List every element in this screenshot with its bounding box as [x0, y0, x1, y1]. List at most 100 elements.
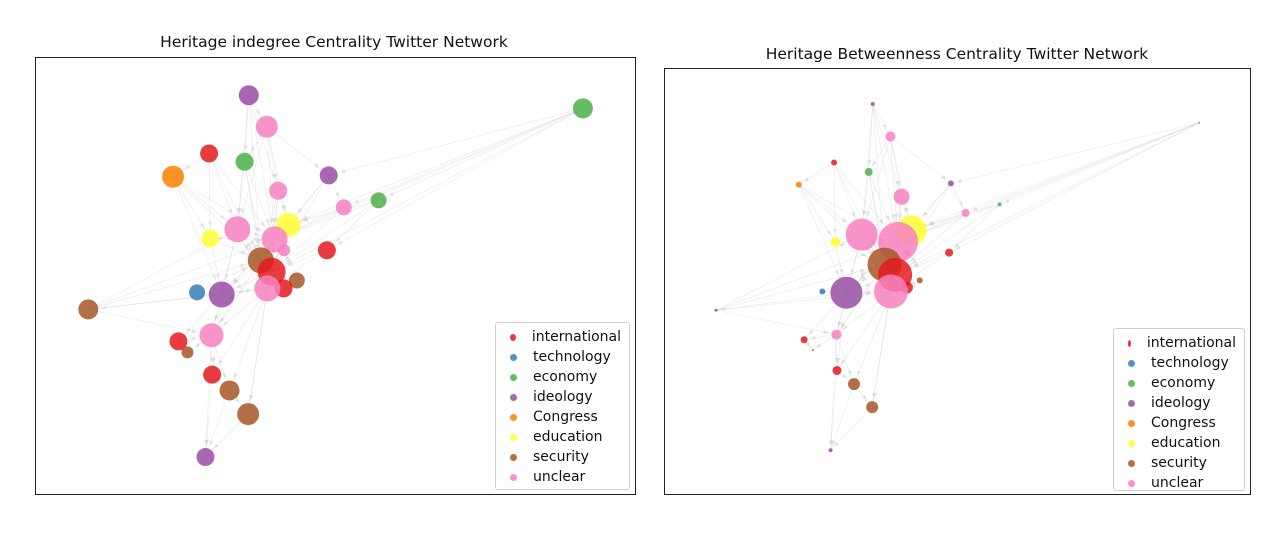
- legend-label: international: [1146, 335, 1236, 351]
- edge-arrowhead: [903, 207, 907, 214]
- network-edge: [836, 334, 855, 385]
- network-node-security: [288, 272, 305, 289]
- network-edge: [271, 207, 344, 272]
- network-edge: [205, 390, 230, 458]
- network-node-technology: [819, 288, 826, 295]
- network-edge: [211, 288, 268, 375]
- edge-arrowhead: [219, 214, 225, 220]
- legend-marker-icon: [1128, 379, 1135, 387]
- betweenness-chart-title: Heritage Betweenness Centrality Twitter …: [765, 45, 1149, 63]
- edge-arrowhead: [211, 274, 216, 280]
- network-node-economy: [864, 167, 873, 176]
- legend-label: Congress: [1151, 415, 1216, 431]
- edge-arrowhead: [859, 269, 866, 274]
- network-node-ideology: [319, 166, 338, 185]
- edge-arrowhead: [246, 242, 252, 248]
- legend-marker-icon: [510, 453, 517, 461]
- edge-arrowhead: [1004, 198, 1010, 203]
- network-edge: [833, 162, 885, 265]
- indegree-plot-area: international technology economy ideology Co…: [35, 57, 636, 495]
- legend-label: technology: [1151, 355, 1229, 371]
- network-edge: [804, 334, 837, 341]
- edge-arrowhead: [841, 373, 847, 379]
- network-edge: [999, 122, 1200, 205]
- network-node-economy: [572, 98, 593, 119]
- network-edge: [244, 161, 275, 240]
- network-node-security: [811, 348, 814, 351]
- network-edge: [328, 108, 583, 176]
- edge-arrowhead: [867, 159, 872, 165]
- legend-label: education: [1151, 435, 1221, 451]
- network-edge: [715, 241, 899, 311]
- network-node-unclear: [893, 188, 910, 205]
- edge-arrowhead: [199, 222, 205, 229]
- network-node-unclear: [254, 275, 281, 302]
- node-group: [714, 102, 1201, 453]
- network-node-security: [219, 380, 240, 401]
- network-edge: [890, 136, 912, 231]
- network-edge: [965, 122, 1200, 214]
- edge-arrowhead: [335, 237, 341, 242]
- network-node-congress: [162, 165, 185, 188]
- edge-arrowhead: [866, 211, 871, 217]
- edge-arrowhead: [353, 199, 360, 204]
- network-node-ideology: [830, 276, 863, 309]
- network-node-security: [78, 299, 99, 320]
- edge-arrowhead: [285, 257, 292, 263]
- network-node-international: [203, 365, 222, 384]
- network-node-unclear: [873, 274, 908, 309]
- edge-arrowhead: [896, 180, 901, 186]
- legend-label: ideology: [1151, 395, 1211, 411]
- network-node-security: [866, 401, 879, 414]
- network-node-unclear: [278, 244, 291, 257]
- network-edge: [950, 122, 1200, 184]
- edge-arrowhead: [842, 324, 848, 330]
- network-edge: [205, 335, 212, 458]
- edge-arrowhead: [913, 263, 919, 268]
- edge-arrowhead: [335, 192, 340, 198]
- network-node-security: [848, 378, 861, 391]
- legend-marker-icon: [1128, 339, 1131, 347]
- edge-arrowhead: [860, 272, 867, 277]
- network-edge: [890, 136, 902, 197]
- network-edge: [326, 108, 584, 251]
- edge-arrowhead: [831, 440, 836, 446]
- edge-arrowhead: [857, 370, 862, 376]
- network-node-economy: [370, 192, 387, 209]
- edge-arrowhead: [810, 335, 816, 340]
- network-node-international: [831, 159, 838, 166]
- edge-arrowhead: [314, 163, 320, 168]
- legend-label: technology: [533, 349, 611, 365]
- edge-arrowhead: [255, 226, 261, 231]
- network-edge: [872, 103, 902, 197]
- edge-arrowhead: [816, 343, 822, 348]
- network-edge: [871, 291, 892, 408]
- edge-arrowhead: [222, 320, 229, 326]
- edge-arrowhead: [190, 336, 196, 341]
- edge-arrowhead: [219, 317, 225, 323]
- legend-label: international: [531, 329, 621, 345]
- edge-arrowhead: [841, 218, 847, 223]
- edge-arrowhead: [862, 210, 867, 216]
- edge-arrowhead: [204, 439, 209, 446]
- edge-arrowhead: [191, 329, 197, 334]
- edge-arrowhead: [878, 218, 884, 225]
- legend-item-education: education: [1124, 433, 1236, 453]
- edge-arrowhead: [865, 292, 872, 297]
- legend-label: unclear: [533, 469, 586, 485]
- legend-label: education: [533, 429, 603, 445]
- edge-arrowhead: [287, 261, 293, 266]
- network-node-security: [916, 277, 923, 284]
- edge-arrowhead: [237, 208, 242, 214]
- edge-arrowhead: [208, 221, 213, 227]
- edge-arrowhead: [241, 208, 246, 214]
- network-edge: [211, 260, 262, 336]
- edge-arrowhead: [861, 276, 867, 282]
- legend-label: security: [533, 449, 589, 465]
- edge-arrowhead: [184, 164, 191, 170]
- edge-arrowhead: [215, 273, 220, 279]
- legend-item-congress: Congress: [1124, 413, 1236, 433]
- legend-item-ideology: ideology: [506, 387, 621, 407]
- edge-arrowhead: [910, 256, 916, 262]
- betweenness-plot-area: international technology economy ideology Co…: [664, 68, 1251, 495]
